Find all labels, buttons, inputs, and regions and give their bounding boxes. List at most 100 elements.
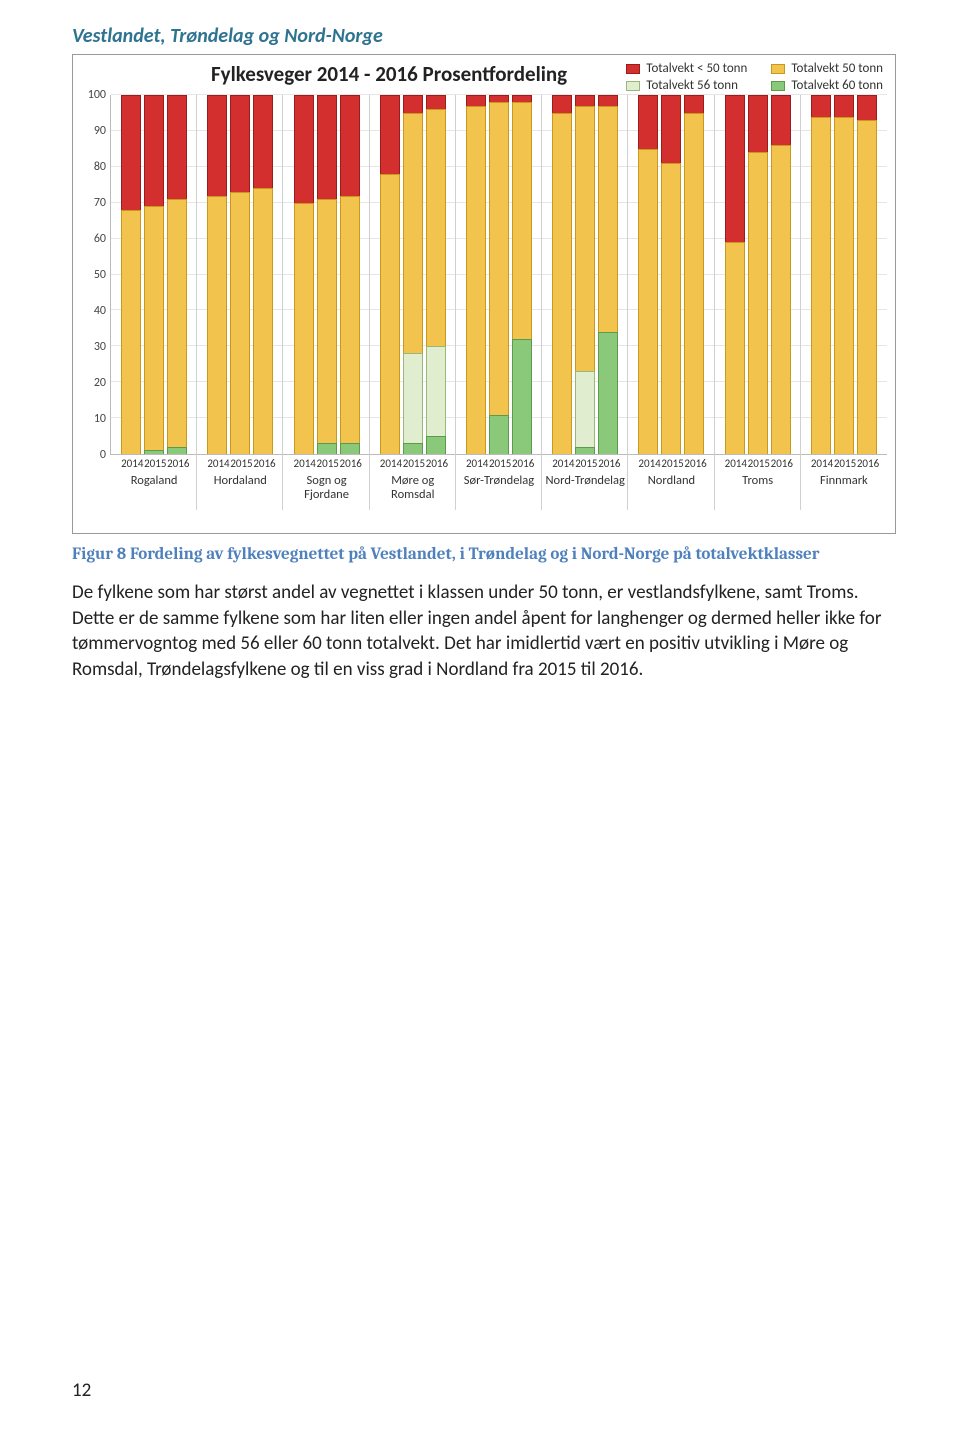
stacked-bar: [144, 95, 164, 454]
legend-label: Totalvekt < 50 tonn: [646, 61, 747, 76]
body-paragraph: De fylkene som har størst andel av vegne…: [72, 580, 896, 683]
y-tick-label: 60: [94, 232, 106, 246]
year-label: 2014: [552, 457, 572, 470]
bar-segment: [426, 436, 446, 454]
legend-item: Totalvekt 56 tonn: [626, 78, 747, 93]
region-label: Møre og Romsdal: [370, 474, 456, 503]
bar-segment: [489, 95, 509, 102]
y-tick-label: 100: [88, 88, 106, 102]
stacked-bar: [380, 95, 400, 454]
region-group: [456, 95, 542, 454]
year-label: 2015: [230, 457, 250, 470]
stacked-bar: [771, 95, 791, 454]
legend-item: Totalvekt < 50 tonn: [626, 61, 747, 76]
x-region-column: 201420152016Nordland: [628, 455, 714, 503]
year-label: 2016: [340, 457, 360, 470]
x-region-column: 201420152016 Møre og Romsdal: [370, 455, 456, 503]
year-label: 2014: [294, 457, 314, 470]
year-label: 2016: [167, 457, 187, 470]
bar-segment: [317, 199, 337, 443]
bar-segment: [144, 95, 164, 206]
year-label: 2015: [748, 457, 768, 470]
bar-segment: [426, 95, 446, 109]
bar-segment: [575, 371, 595, 446]
bar-segment: [317, 95, 337, 199]
bar-segment: [748, 152, 768, 454]
region-label: Nordland: [628, 474, 714, 488]
bar-segment: [253, 188, 273, 454]
year-label: 2014: [638, 457, 658, 470]
y-tick-label: 30: [94, 340, 106, 354]
section-heading: Vestlandet, Trøndelag og Nord-Norge: [72, 24, 896, 48]
bar-segment: [552, 113, 572, 454]
bar-segment: [512, 95, 532, 102]
legend-swatch: [771, 81, 785, 91]
year-row: 201420152016: [456, 455, 542, 470]
year-label: 2015: [317, 457, 337, 470]
x-region-column: 201420152016Rogaland: [111, 455, 197, 503]
bar-segment: [230, 95, 250, 192]
region-label: Rogaland: [111, 474, 197, 488]
bar-segment: [811, 95, 831, 117]
year-label: 2014: [380, 457, 400, 470]
year-label: 2015: [489, 457, 509, 470]
y-tick-label: 80: [94, 160, 106, 174]
stacked-bar: [575, 95, 595, 454]
year-label: 2014: [725, 457, 745, 470]
bar-segment: [426, 109, 446, 346]
plot-area: [111, 95, 887, 455]
x-region-column: 201420152016 Nord-Trøndelag: [542, 455, 628, 503]
bar-segment: [575, 95, 595, 106]
year-label: 2015: [144, 457, 164, 470]
year-label: 2016: [426, 457, 446, 470]
bar-segment: [638, 95, 658, 149]
stacked-bar: [207, 95, 227, 454]
stacked-bar: [121, 95, 141, 454]
year-label: 2014: [207, 457, 227, 470]
y-tick-label: 40: [94, 304, 106, 318]
bar-segment: [380, 174, 400, 454]
region-label: Troms: [715, 474, 801, 488]
y-tick-label: 70: [94, 196, 106, 210]
y-axis: 0102030405060708090100: [81, 95, 111, 455]
legend-label: Totalvekt 50 tonn: [791, 61, 883, 76]
bar-segment: [340, 443, 360, 454]
bar-segment: [403, 95, 423, 113]
legend-label: Totalvekt 60 tonn: [791, 78, 883, 93]
bar-segment: [598, 95, 618, 106]
x-region-column: 201420152016Finnmark: [801, 455, 887, 503]
bar-segment: [748, 95, 768, 152]
stacked-bar: [167, 95, 187, 454]
stacked-bar: [340, 95, 360, 454]
region-group: [283, 95, 369, 454]
bar-segment: [403, 443, 423, 454]
region-group: [715, 95, 801, 454]
bar-segment: [403, 113, 423, 354]
legend-item: Totalvekt 60 tonn: [771, 78, 883, 93]
bar-segment: [340, 196, 360, 444]
stacked-bar: [598, 95, 618, 454]
bar-segment: [294, 203, 314, 454]
bar-segment: [684, 95, 704, 113]
bar-segment: [512, 339, 532, 454]
bar-segment: [857, 120, 877, 454]
chart-header: Fylkesveger 2014 - 2016 Prosentfordeling…: [81, 61, 887, 93]
stacked-bar: [426, 95, 446, 454]
x-region-column: 201420152016Troms: [715, 455, 801, 503]
year-label: 2016: [253, 457, 273, 470]
stacked-bar: [661, 95, 681, 454]
bar-segment: [144, 450, 164, 454]
legend-swatch: [626, 64, 640, 74]
x-region-column: 201420152016Sør-Trøndelag: [456, 455, 542, 503]
bar-segment: [661, 163, 681, 454]
region-group: [197, 95, 283, 454]
stacked-bar: [253, 95, 273, 454]
stacked-bar: [466, 95, 486, 454]
bar-segment: [403, 353, 423, 443]
bar-segment: [575, 106, 595, 372]
year-row: 201420152016: [542, 455, 628, 470]
stacked-bar: [638, 95, 658, 454]
region-label: Nord-Trøndelag: [542, 474, 628, 488]
year-label: 2015: [403, 457, 423, 470]
bar-segment: [771, 95, 791, 145]
